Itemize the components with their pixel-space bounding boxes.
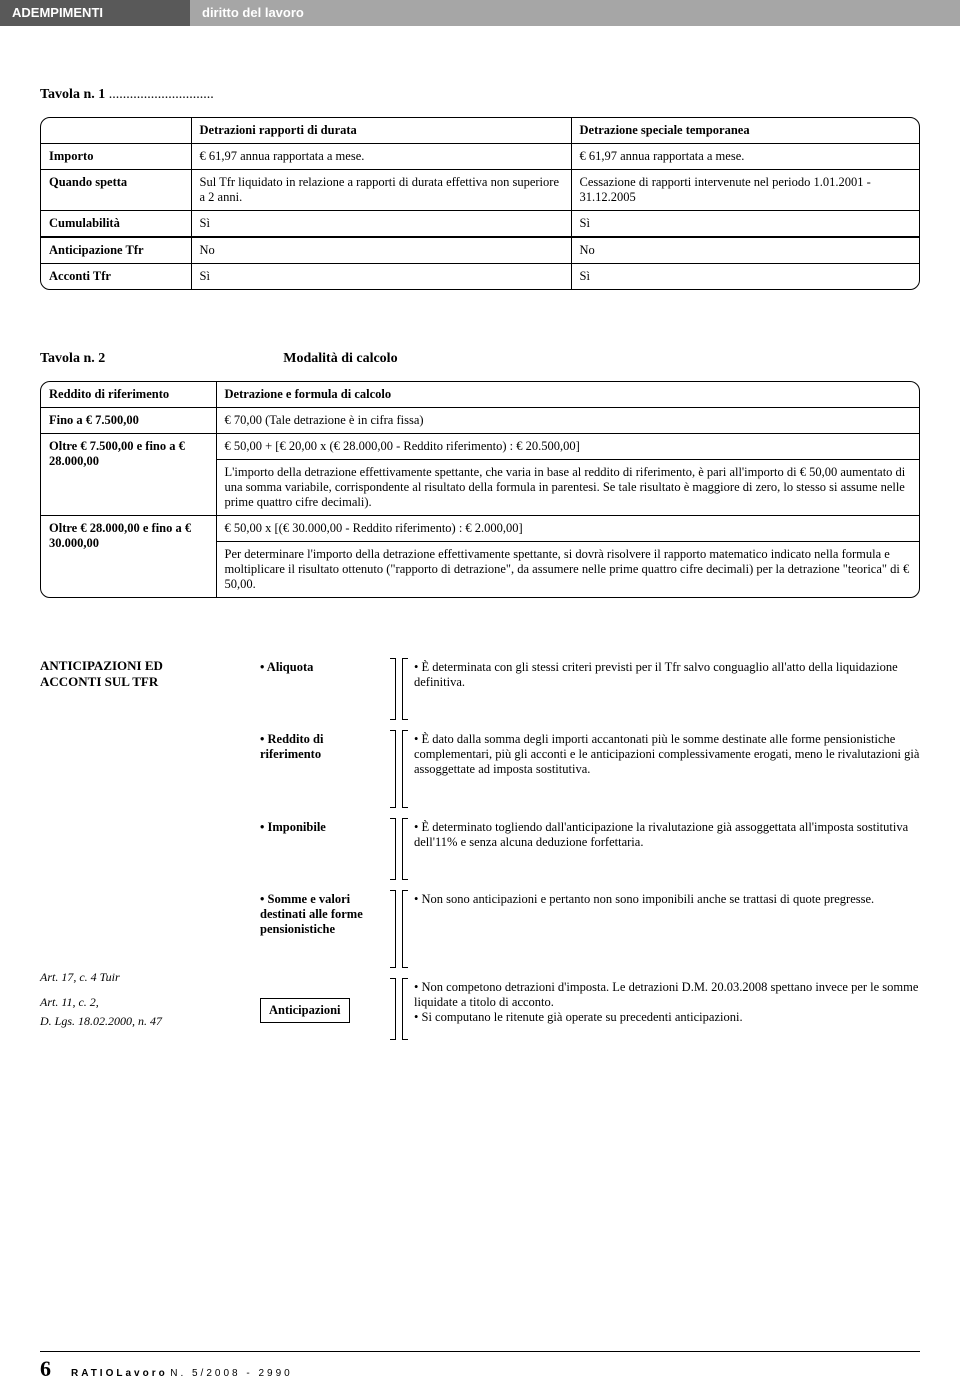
t1-r3-c2: No: [191, 237, 571, 264]
tavola1-dots: ..............................: [109, 87, 214, 102]
t2-hA: Reddito di riferimento: [41, 382, 216, 408]
t2-hB: Detrazione e formula di calcolo: [216, 382, 919, 408]
t1-r1-c1: Quando spetta: [41, 170, 191, 211]
t2-r1-b: € 70,00 (Tale detrazione è in cifra fiss…: [216, 408, 919, 434]
label-somme: • Somme e valori destinati alle forme pe…: [260, 890, 390, 968]
label-reddito-text: • Reddito di riferimento: [260, 732, 323, 761]
section3-left: ANTICIPAZIONI ED ACCONTI SUL TFR Art. 17…: [40, 658, 240, 1050]
t2-r3-a: Oltre € 28.000,00 e fino a € 30.000,00: [41, 516, 216, 598]
bracket-r-4: [390, 978, 396, 1040]
footer: 6 RATIOLavoro N. 5/2008 - 2990: [40, 1351, 920, 1382]
tavola1-label-text: Tavola n. 1: [40, 87, 105, 102]
t1-r3-c1: Anticipazione Tfr: [41, 237, 191, 264]
tavola1-label: Tavola n. 1 ............................…: [40, 87, 280, 103]
footer-pub: RATIOLavoro: [71, 1368, 168, 1379]
tavola1-table: Detrazioni rapporti di durata Detrazione…: [41, 118, 919, 289]
t2-r3-b1: € 50,00 x [(€ 30.000,00 - Reddito riferi…: [216, 516, 919, 542]
t1-h3: Detrazione speciale temporanea: [571, 118, 919, 144]
text-imponibile: • È determinato togliendo dall'anticipaz…: [414, 818, 920, 880]
anticipazioni-box: Anticipazioni: [260, 998, 350, 1023]
t1-r0-c1: Importo: [41, 144, 191, 170]
t2-r2-b1: € 50,00 + [€ 20,00 x (€ 28.000,00 - Redd…: [216, 434, 919, 460]
page-content: Tavola n. 1 ............................…: [0, 86, 960, 1050]
t1-r2-c3: Sì: [571, 211, 919, 238]
header-right: diritto del lavoro: [190, 0, 960, 26]
t1-r2-c1: Cumulabilità: [41, 211, 191, 238]
ref2a: Art. 11, c. 2,: [40, 995, 240, 1010]
text-anticipazioni: • Non competono detrazioni d'imposta. Le…: [414, 978, 920, 1040]
page-number: 6: [40, 1356, 51, 1382]
text-aliquota: • È determinata con gli stessi criteri p…: [414, 658, 920, 720]
label-aliquota-text: • Aliquota: [260, 660, 313, 674]
section3-title2: ACCONTI SUL TFR: [40, 674, 240, 690]
tavola1-box: Detrazioni rapporti di durata Detrazione…: [40, 117, 920, 290]
t2-r1-a: Fino a € 7.500,00: [41, 408, 216, 434]
bracket-l-1: [402, 730, 408, 808]
item-reddito: • Reddito di riferimento • È dato dalla …: [260, 730, 920, 808]
t1-r4-c1: Acconti Tfr: [41, 264, 191, 290]
label-aliquota: • Aliquota: [260, 658, 390, 720]
ref1: Art. 17, c. 4 Tuir: [40, 970, 240, 985]
tavola2-box: Reddito di riferimento Detrazione e form…: [40, 381, 920, 598]
bracket-l-3: [402, 890, 408, 968]
tavola2-label: Tavola n. 2: [40, 351, 280, 367]
tavola2-heading: Tavola n. 2 Modalità di calcolo: [40, 350, 920, 367]
t2-r2-b2: L'importo della detrazione effettivament…: [216, 460, 919, 516]
t1-r0-c2: € 61,97 annua rapportata a mese.: [191, 144, 571, 170]
tavola2-table: Reddito di riferimento Detrazione e form…: [41, 382, 919, 597]
section3-right-wrap: • Aliquota • È determinata con gli stess…: [260, 658, 920, 1050]
t1-r0-c3: € 61,97 annua rapportata a mese.: [571, 144, 919, 170]
t1-r4-c3: Sì: [571, 264, 919, 290]
bracket-l-4: [402, 978, 408, 1040]
item-aliquota: • Aliquota • È determinata con gli stess…: [260, 658, 920, 720]
section3: ANTICIPAZIONI ED ACCONTI SUL TFR Art. 17…: [40, 658, 920, 1050]
label-reddito: • Reddito di riferimento: [260, 730, 390, 808]
item-imponibile: • Imponibile • È determinato togliendo d…: [260, 818, 920, 880]
label-anticipazioni-wrap: Anticipazioni: [260, 978, 390, 1040]
header-bar: ADEMPIMENTI diritto del lavoro: [0, 0, 960, 26]
t1-r1-c3: Cessazione di rapporti intervenute nel p…: [571, 170, 919, 211]
bracket-r-0: [390, 658, 396, 720]
label-imponibile-text: • Imponibile: [260, 820, 326, 834]
text-somme: • Non sono anticipazioni e pertanto non …: [414, 890, 920, 968]
bracket-r-2: [390, 818, 396, 880]
bracket-r-3: [390, 890, 396, 968]
tavola2-title: Modalità di calcolo: [283, 351, 397, 367]
tavola1-heading: Tavola n. 1 ............................…: [40, 86, 920, 103]
bracket-r-1: [390, 730, 396, 808]
t1-r2-c2: Sì: [191, 211, 571, 238]
text-reddito: • È dato dalla somma degli importi accan…: [414, 730, 920, 808]
t2-r3-b2: Per determinare l'importo della detrazio…: [216, 542, 919, 598]
section3-title1: ANTICIPAZIONI ED: [40, 658, 240, 674]
item-anticipazioni: Anticipazioni • Non competono detrazioni…: [260, 978, 920, 1040]
label-somme-text: • Somme e valori destinati alle forme pe…: [260, 892, 363, 936]
bracket-l-2: [402, 818, 408, 880]
label-imponibile: • Imponibile: [260, 818, 390, 880]
t1-r4-c2: Sì: [191, 264, 571, 290]
item-somme: • Somme e valori destinati alle forme pe…: [260, 890, 920, 968]
footer-issue: N. 5/2008 - 2990: [170, 1368, 293, 1379]
t1-empty: [41, 118, 191, 144]
t2-r2-a: Oltre € 7.500,00 e fino a € 28.000,00: [41, 434, 216, 516]
t1-r3-c3: No: [571, 237, 919, 264]
header-left: ADEMPIMENTI: [0, 0, 190, 26]
t1-h2: Detrazioni rapporti di durata: [191, 118, 571, 144]
t1-r1-c2: Sul Tfr liquidato in relazione a rapport…: [191, 170, 571, 211]
bracket-l-0: [402, 658, 408, 720]
section3-refs: Art. 17, c. 4 Tuir Art. 11, c. 2, D. Lgs…: [40, 970, 240, 1029]
ref2b: D. Lgs. 18.02.2000, n. 47: [40, 1014, 240, 1029]
